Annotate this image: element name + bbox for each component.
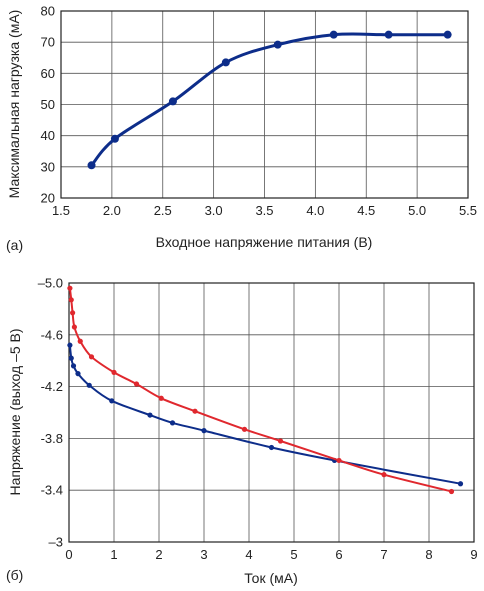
chart-b-series-1-point: [277, 438, 284, 444]
chart-a-grid: [60, 10, 469, 199]
chart-b-series-0-point: [86, 382, 92, 388]
chart-a-ytick-label: 30: [41, 159, 55, 174]
chart-b-xtick-label: 9: [470, 547, 477, 562]
chart-a-xtick-label: 5.5: [459, 203, 477, 218]
chart-a-ytick-label: 80: [41, 4, 55, 19]
chart-b-grid: [68, 282, 475, 543]
chart-a-xtick-label: 3.5: [255, 203, 273, 218]
chart-b-xtick-label: 8: [425, 547, 432, 562]
chart-b-xtick-label: 3: [200, 547, 207, 562]
chart-b-series-1-point: [192, 408, 198, 414]
chart-b: 0 1 2 3 4 5 6 7 8 9 –5.0 -4.6 -4.2 -3.8 -3.4 –3 Ток (мА…: [6, 276, 478, 587]
chart-b-ytick-label: –3: [49, 535, 63, 550]
chart-b-xtick-label: 1: [110, 547, 117, 562]
chart-b-series-0-point: [169, 420, 176, 426]
chart-b-series-0-point: [75, 371, 81, 377]
chart-b-series-1-point: [88, 354, 95, 360]
chart-a-series-0-point: [87, 161, 96, 170]
chart-a-ticks: 1.5 2.0 2.5 3.0 3.5 4.0 4.5 5.0 5.5 20 30 40 50 60 70 8…: [41, 4, 478, 219]
chart-a-series-0-point: [384, 30, 393, 39]
chart-b-xtick-label: 4: [245, 547, 252, 562]
chart-a-plot-frame: [60, 10, 469, 199]
chart-a-xtick-label: 1.5: [52, 203, 70, 218]
chart-b-series-0-point: [268, 444, 275, 451]
chart-b-series-1-point: [158, 395, 164, 401]
chart-b-series-0-point: [68, 355, 74, 361]
chart-b-plot-frame: [68, 282, 475, 543]
chart-b-series-1-point: [336, 457, 342, 464]
chart-b-series-0-point: [70, 363, 77, 369]
chart-b-series-1-point: [381, 472, 387, 478]
chart-b-series-0-point: [201, 428, 207, 434]
chart-a-xtick-label: 3.0: [205, 203, 223, 218]
chart-b-series-1-point: [241, 426, 248, 432]
chart-b-series-0-point: [109, 398, 115, 404]
chart-b-series-1-point: [77, 338, 83, 344]
chart-b-xtick-label: 2: [155, 547, 162, 562]
chart-b-series-0-point: [147, 412, 153, 418]
chart-a-series-0-line: [90, 32, 450, 167]
chart-a-ytick-label: 40: [41, 128, 55, 143]
chart-b-series-1-point: [111, 369, 117, 375]
chart-a-xlabel: Входное напряжение питания (В): [156, 234, 373, 250]
chart-b-series-1-point: [71, 324, 77, 330]
chart-a-series-0-point: [110, 134, 119, 143]
chart-b-series-1-line: [68, 287, 453, 493]
chart-b-series-1-point: [70, 310, 76, 316]
chart-a-xtick-label: 4.0: [306, 203, 324, 218]
chart-a-series-0-point: [329, 30, 338, 39]
chart-a-xtick-label: 2.0: [103, 203, 121, 218]
chart-a-series-0-point: [168, 97, 177, 106]
chart-b-xlabel: Ток (мА): [244, 570, 298, 586]
chart-a: 1.5 2.0 2.5 3.0 3.5 4.0 4.5 5.0 5.5 20 30 40 50 60 70 8…: [6, 4, 477, 254]
chart-b-xtick-label: 6: [335, 547, 342, 562]
chart-b-series-0-point: [457, 481, 464, 487]
chart-b-xtick-label: 0: [65, 547, 72, 562]
chart-a-series-0-point: [273, 40, 282, 49]
chart-b-series-1-point: [448, 488, 455, 495]
chart-b-series-1-point: [67, 285, 73, 291]
chart-b-ytick-label: -3.4: [41, 483, 63, 498]
chart-b-series-0-line: [68, 344, 462, 485]
chart-b-series-0-point: [67, 342, 73, 348]
chart-a-ytick-label: 50: [41, 97, 55, 112]
chart-b-ytick-label: –5.0: [38, 276, 63, 291]
chart-b-ticks: 0 1 2 3 4 5 6 7 8 9 –5.0 -4.6 -4.2 -3.8 -3.4 –3: [38, 276, 478, 563]
chart-b-ytick-label: -3.8: [41, 431, 63, 446]
chart-a-ytick-label: 20: [41, 191, 55, 206]
chart-b-series-1-point: [133, 381, 140, 387]
chart-a-ylabel: Максимальная нагрузка (мА): [6, 10, 22, 199]
chart-a-series: [87, 30, 452, 170]
chart-a-xtick-label: 4.5: [357, 203, 375, 218]
chart-b-ytick-label: -4.2: [41, 379, 63, 394]
chart-a-series-0-point: [221, 58, 230, 67]
chart-b-xtick-label: 5: [290, 547, 297, 562]
chart-b-series-1-point: [68, 297, 74, 303]
chart-b-ytick-label: -4.6: [41, 327, 63, 342]
chart-a-ytick-label: 70: [41, 35, 55, 50]
chart-a-ytick-label: 60: [41, 66, 55, 81]
chart-b-panel-label: (б): [6, 567, 23, 583]
chart-b-xtick-label: 7: [380, 547, 387, 562]
chart-a-series-0-point: [443, 30, 452, 39]
chart-b-ylabel: Напряжение (выход –5 В): [7, 328, 23, 495]
chart-a-xtick-label: 5.0: [408, 203, 426, 218]
chart-a-panel-label: (a): [6, 237, 23, 253]
chart-b-series: [67, 285, 464, 495]
chart-a-xtick-label: 2.5: [154, 203, 172, 218]
